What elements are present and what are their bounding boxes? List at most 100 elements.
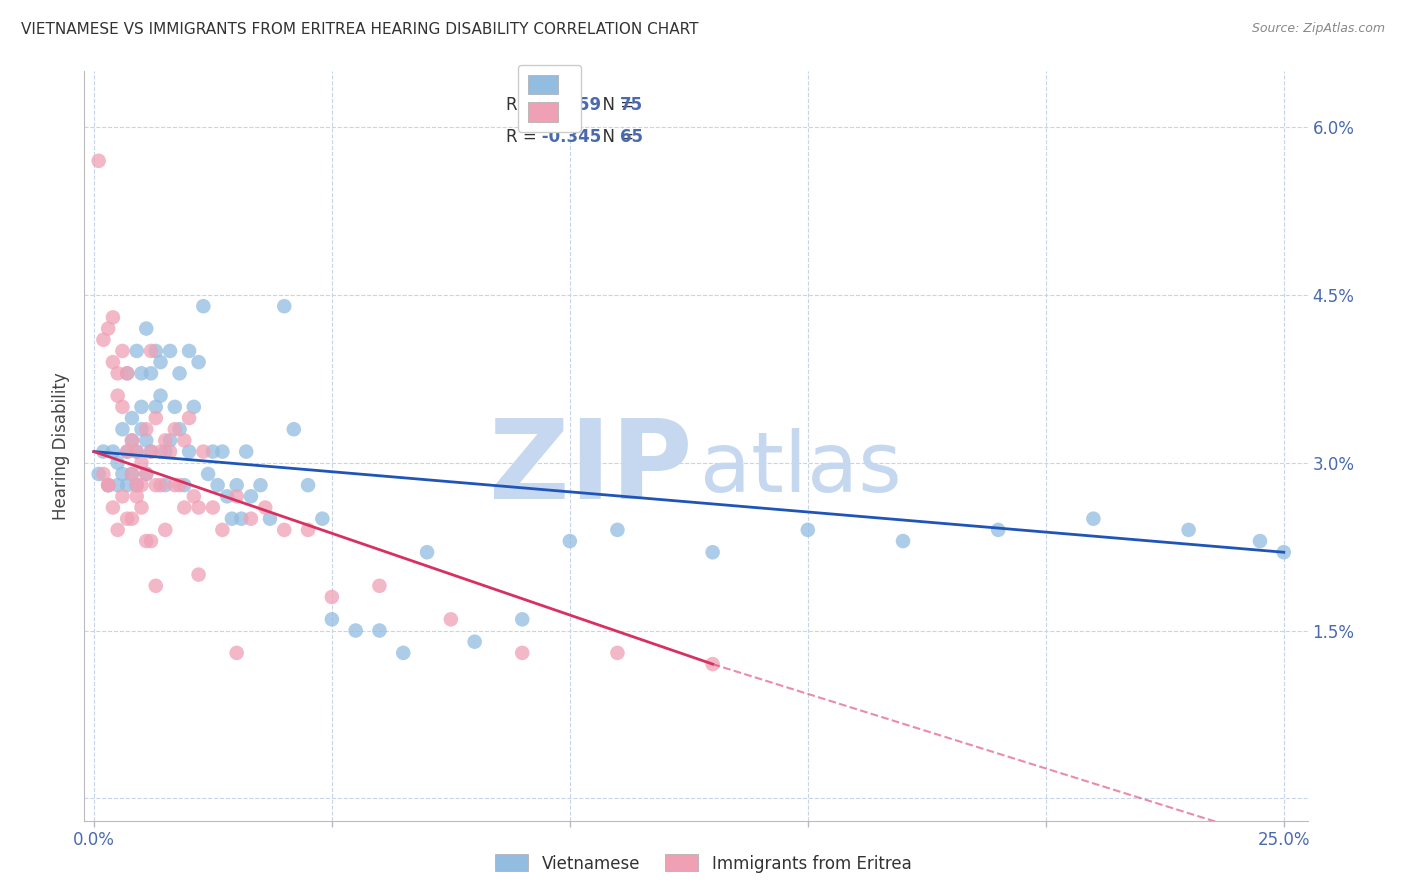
Point xyxy=(169,422,191,436)
Point xyxy=(510,646,533,660)
Point xyxy=(297,478,319,492)
Point xyxy=(155,434,177,448)
Point xyxy=(131,422,153,436)
Point xyxy=(311,511,333,525)
Point xyxy=(321,590,343,604)
Point xyxy=(1177,523,1199,537)
Point xyxy=(155,478,177,492)
Point xyxy=(211,444,233,458)
Point xyxy=(107,367,129,381)
Point xyxy=(115,511,138,525)
Point xyxy=(101,355,124,369)
Point xyxy=(797,523,820,537)
Point xyxy=(145,400,167,414)
Point xyxy=(273,523,295,537)
Y-axis label: Hearing Disability: Hearing Disability xyxy=(52,372,70,520)
Point xyxy=(111,400,134,414)
Point xyxy=(97,478,120,492)
Text: 75: 75 xyxy=(620,96,644,114)
Point xyxy=(149,389,172,403)
Point xyxy=(107,478,129,492)
Point xyxy=(177,444,200,458)
Point xyxy=(149,478,172,492)
Point xyxy=(239,489,262,503)
Point xyxy=(987,523,1010,537)
Point xyxy=(197,467,219,481)
Point xyxy=(321,612,343,626)
Point xyxy=(159,434,181,448)
Point xyxy=(159,343,181,358)
Point xyxy=(606,523,628,537)
Point xyxy=(131,367,153,381)
Point xyxy=(464,634,486,648)
Point xyxy=(344,624,367,638)
Point xyxy=(111,489,134,503)
Point xyxy=(249,478,271,492)
Point xyxy=(111,467,134,481)
Point xyxy=(121,467,143,481)
Point xyxy=(121,434,143,448)
Point xyxy=(217,489,239,503)
Point xyxy=(131,400,153,414)
Point xyxy=(115,444,138,458)
Point xyxy=(155,523,177,537)
Point xyxy=(173,434,195,448)
Text: -0.159: -0.159 xyxy=(536,96,600,114)
Point xyxy=(145,411,167,425)
Point xyxy=(225,646,247,660)
Point xyxy=(131,500,153,515)
Point xyxy=(87,153,110,168)
Point xyxy=(131,478,153,492)
Point xyxy=(135,422,157,436)
Point xyxy=(115,367,138,381)
Point xyxy=(1083,511,1105,525)
Point xyxy=(125,444,148,458)
Point xyxy=(139,444,162,458)
Point xyxy=(145,579,167,593)
Point xyxy=(135,434,157,448)
Point xyxy=(139,444,162,458)
Point xyxy=(111,422,134,436)
Point xyxy=(139,534,162,549)
Text: N =: N = xyxy=(592,96,640,114)
Point xyxy=(254,500,277,515)
Point xyxy=(125,343,148,358)
Point xyxy=(93,444,115,458)
Point xyxy=(183,489,205,503)
Point xyxy=(125,478,148,492)
Point xyxy=(93,333,115,347)
Legend: Vietnamese, Immigrants from Eritrea: Vietnamese, Immigrants from Eritrea xyxy=(488,847,918,880)
Point xyxy=(169,478,191,492)
Point xyxy=(121,411,143,425)
Point xyxy=(510,612,533,626)
Point xyxy=(193,299,215,313)
Point xyxy=(101,444,124,458)
Point xyxy=(135,467,157,481)
Point xyxy=(440,612,463,626)
Point xyxy=(702,657,724,671)
Point xyxy=(107,456,129,470)
Point xyxy=(187,567,209,582)
Point xyxy=(97,478,120,492)
Point xyxy=(125,489,148,503)
Point xyxy=(135,534,157,549)
Point xyxy=(115,444,138,458)
Point xyxy=(135,467,157,481)
Point xyxy=(121,511,143,525)
Point xyxy=(163,478,186,492)
Point xyxy=(101,310,124,325)
Point xyxy=(193,444,215,458)
Point xyxy=(149,444,172,458)
Point xyxy=(97,321,120,335)
Point xyxy=(121,467,143,481)
Legend: , : , xyxy=(517,65,581,131)
Point xyxy=(297,523,319,537)
Point xyxy=(283,422,305,436)
Point xyxy=(115,478,138,492)
Point xyxy=(169,367,191,381)
Point xyxy=(139,343,162,358)
Point xyxy=(115,367,138,381)
Point xyxy=(416,545,439,559)
Point xyxy=(159,444,181,458)
Point xyxy=(1249,534,1271,549)
